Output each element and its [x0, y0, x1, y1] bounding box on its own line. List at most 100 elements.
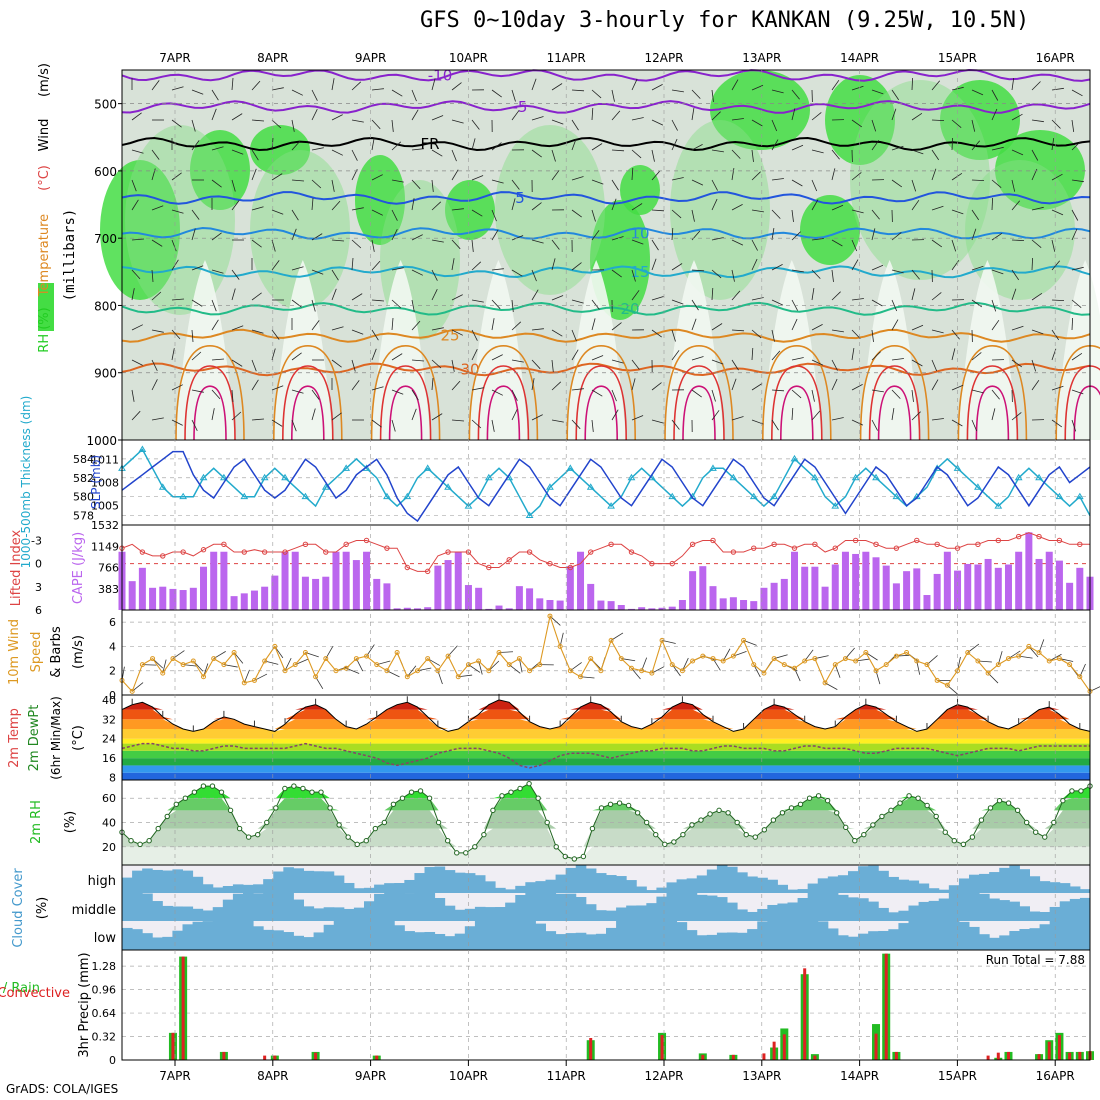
wind-barb	[1011, 288, 1017, 301]
li-point	[506, 557, 512, 563]
cloud-cover-bar	[626, 880, 637, 893]
wind-barb	[451, 419, 465, 422]
cloud-cover-bar	[575, 932, 587, 950]
li-point	[791, 545, 798, 551]
rh-point	[390, 801, 397, 807]
wind-barb	[931, 119, 945, 121]
wind-barb	[391, 229, 398, 241]
hot-surface-contour	[975, 385, 1010, 441]
cloud-cover-bar	[394, 893, 405, 921]
cloud-cover-bar	[575, 896, 587, 921]
wind-barb	[151, 329, 164, 333]
wind-barb	[891, 299, 898, 312]
cloud-cover-bar	[464, 873, 476, 893]
thickness-point	[668, 492, 677, 500]
li-point	[241, 549, 247, 555]
li-point	[649, 560, 655, 567]
temp-color-band	[122, 758, 1090, 766]
li-point	[893, 545, 900, 551]
wind-barb	[851, 348, 855, 361]
wind-barb	[751, 258, 758, 271]
wind10-point	[690, 658, 696, 664]
wind-barb	[331, 412, 342, 421]
cloud-cover-bar	[343, 921, 355, 950]
cloud-cover-bar	[716, 897, 728, 921]
cloud-cover-bar	[333, 907, 345, 921]
wind-barb	[651, 84, 663, 91]
wind10-point	[679, 668, 685, 674]
wind-barb	[1051, 138, 1055, 151]
wind-barb	[391, 317, 394, 331]
wind-barb	[411, 179, 421, 190]
hot-surface-contour	[370, 345, 441, 441]
wind-barb	[671, 89, 684, 93]
wind10-point	[374, 662, 380, 668]
wind-barb	[831, 417, 844, 421]
rh-point	[662, 841, 668, 848]
cloud-cover-bar	[303, 870, 315, 893]
wind-barb	[831, 378, 838, 391]
cloud-cover-bar	[686, 930, 698, 950]
rh-point	[942, 829, 948, 835]
rh-point	[1005, 800, 1012, 806]
upper-ytick-label: 600	[94, 165, 117, 179]
li-point	[975, 541, 981, 548]
rh-point	[173, 801, 179, 807]
rh-moist-area	[125, 125, 235, 315]
cloud-cover-bar	[1019, 869, 1030, 893]
rh-point	[182, 795, 189, 801]
rh-point	[155, 825, 161, 832]
upper-ytick-label: 800	[94, 299, 117, 313]
wind-barb	[491, 179, 504, 184]
rh-humid-area	[445, 180, 495, 240]
precip-ylabel-convective: Convective	[0, 986, 70, 1001]
cloud-cover-bar	[948, 893, 960, 921]
wind-barb	[711, 198, 718, 211]
cloud-cover-bar	[575, 865, 587, 893]
cloud-cover-bar	[999, 900, 1010, 921]
cape-bar	[536, 598, 544, 610]
cape-bar	[984, 558, 992, 610]
wind-barb	[651, 329, 662, 338]
cloud-cover-bar	[535, 881, 546, 893]
cape-bar	[352, 560, 360, 610]
precip-convective-bar	[273, 1055, 277, 1060]
wind-barb	[1031, 359, 1037, 372]
cape-bar	[811, 566, 819, 610]
cloud-cover-bar	[142, 893, 153, 921]
wind-barb	[1071, 179, 1084, 183]
wind-barb	[551, 329, 563, 337]
wind10-point	[455, 674, 461, 680]
cloud-cover-bar	[404, 893, 415, 921]
wind-barb	[911, 179, 917, 192]
cloud-cover-bar	[585, 904, 597, 921]
wind-barb	[691, 269, 705, 272]
cloud-cover-bar	[908, 880, 920, 893]
cloud-cover-bar	[525, 882, 536, 893]
wind10-point	[486, 668, 492, 674]
wind10-point	[730, 653, 736, 659]
cape-bar	[750, 601, 758, 610]
wind-barb	[871, 209, 880, 220]
wind-barb	[191, 419, 198, 431]
wind-barb	[1031, 81, 1041, 91]
cloud-level-label: high	[88, 874, 116, 889]
wind-barb	[711, 323, 723, 331]
cloud-cover-bar	[767, 879, 778, 893]
cloud-cover-bar	[202, 921, 214, 950]
wind-barb	[791, 231, 801, 241]
wind-barb	[491, 318, 495, 331]
rh-point	[318, 789, 324, 795]
wind-barb	[631, 167, 634, 181]
hot-surface-contour	[957, 345, 1028, 441]
wind-barb	[931, 292, 942, 301]
cloud-cover-bar	[525, 893, 536, 921]
wind-barb	[411, 234, 423, 241]
wind-barb	[391, 419, 396, 432]
precip-ytick-label: 0.32	[92, 1031, 117, 1044]
wind-barb	[411, 148, 424, 151]
wind-barb	[351, 81, 362, 91]
rh-point	[245, 834, 252, 840]
wind-barb	[531, 202, 542, 211]
cloud-cover-bar	[1059, 901, 1071, 921]
